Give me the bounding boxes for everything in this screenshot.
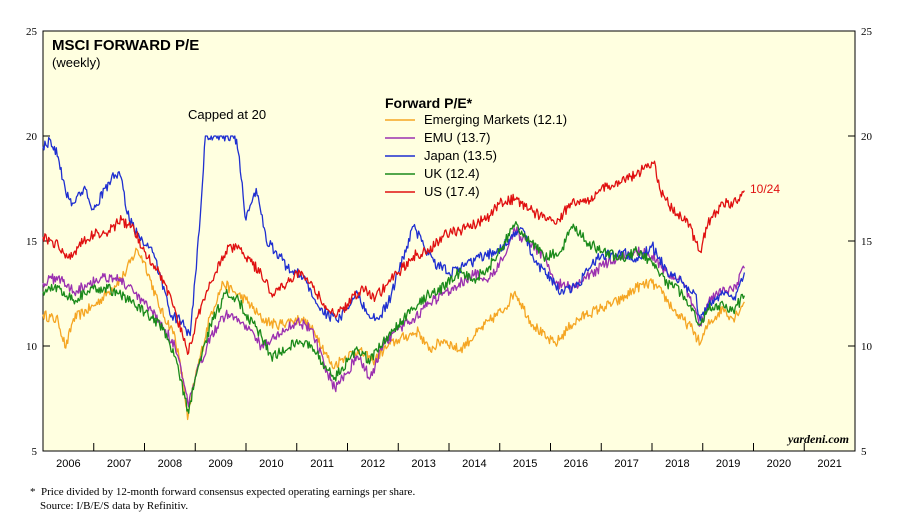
legend-item-0: Emerging Markets (12.1) [424,112,567,127]
watermark: yardeni.com [786,432,849,446]
y-tick-label-left: 25 [26,26,38,38]
x-tick-label: 2014 [462,458,486,470]
x-tick-label: 2020 [767,458,791,470]
series-line-0 [42,247,745,421]
x-tick-label: 2018 [665,458,689,470]
plot-area [42,30,856,452]
legend-item-3: UK (12.4) [424,166,480,181]
y-tick-label-right: 25 [861,26,873,38]
y-axis-right: 5 10 15 20 25 [861,26,873,458]
x-tick-label: 2013 [411,458,435,470]
legend: Forward P/E* Emerging Markets (12.1) EMU … [385,95,567,199]
footnote-line-2: Source: I/B/E/S data by Refinitiv. [40,500,189,512]
y-tick-label-right: 10 [861,341,873,353]
legend-item-4: US (17.4) [424,184,480,199]
x-tick-label: 2019 [716,458,740,470]
y-tick-label-left: 10 [26,341,38,353]
series-line-3 [42,221,746,414]
series-line-4 [42,160,745,356]
x-tick-label: 2010 [259,458,283,470]
chart-title: MSCI FORWARD P/E [52,37,199,54]
capped-annotation: Capped at 20 [188,107,266,122]
legend-title: Forward P/E* [385,95,473,111]
footnote: * Price divided by 12-month forward cons… [30,486,415,498]
x-tick-label: 2007 [107,458,131,470]
footnote-source: Source: I/B/E/S data by Refinitiv. [40,500,188,512]
y-tick-label-left: 5 [32,446,38,458]
x-tick-label: 2012 [361,458,385,470]
y-tick-label-left: 20 [26,131,38,143]
series-lines [42,135,746,421]
x-tick-label: 2016 [564,458,588,470]
x-axis: 2006 2007 2008 2009 2010 2011 2012 2013 2014 2015… [56,458,842,470]
legend-item-2: Japan (13.5) [424,148,497,163]
x-tick-label: 2006 [56,458,80,470]
x-tick-label: 2015 [513,458,537,470]
x-tick-label: 2009 [208,458,232,470]
x-tick-label: 2021 [817,458,841,470]
x-tick-label: 2008 [158,458,182,470]
chart-subtitle: (weekly) [52,55,100,70]
y-tick-label-right: 5 [861,446,867,458]
y-tick-label-left: 15 [26,236,38,248]
footnote-marker: * [30,486,36,498]
y-axis-left: 5 10 15 20 25 [26,26,38,458]
x-tick-label: 2017 [614,458,638,470]
x-tick-label: 2011 [310,458,334,470]
last-date-label: 10/24 [750,182,780,196]
axis-ticks [42,30,856,452]
y-tick-label-right: 20 [861,131,873,143]
y-tick-label-right: 15 [861,236,873,248]
legend-item-1: EMU (13.7) [424,130,490,145]
footnote-line-1: Price divided by 12-month forward consen… [41,486,416,498]
